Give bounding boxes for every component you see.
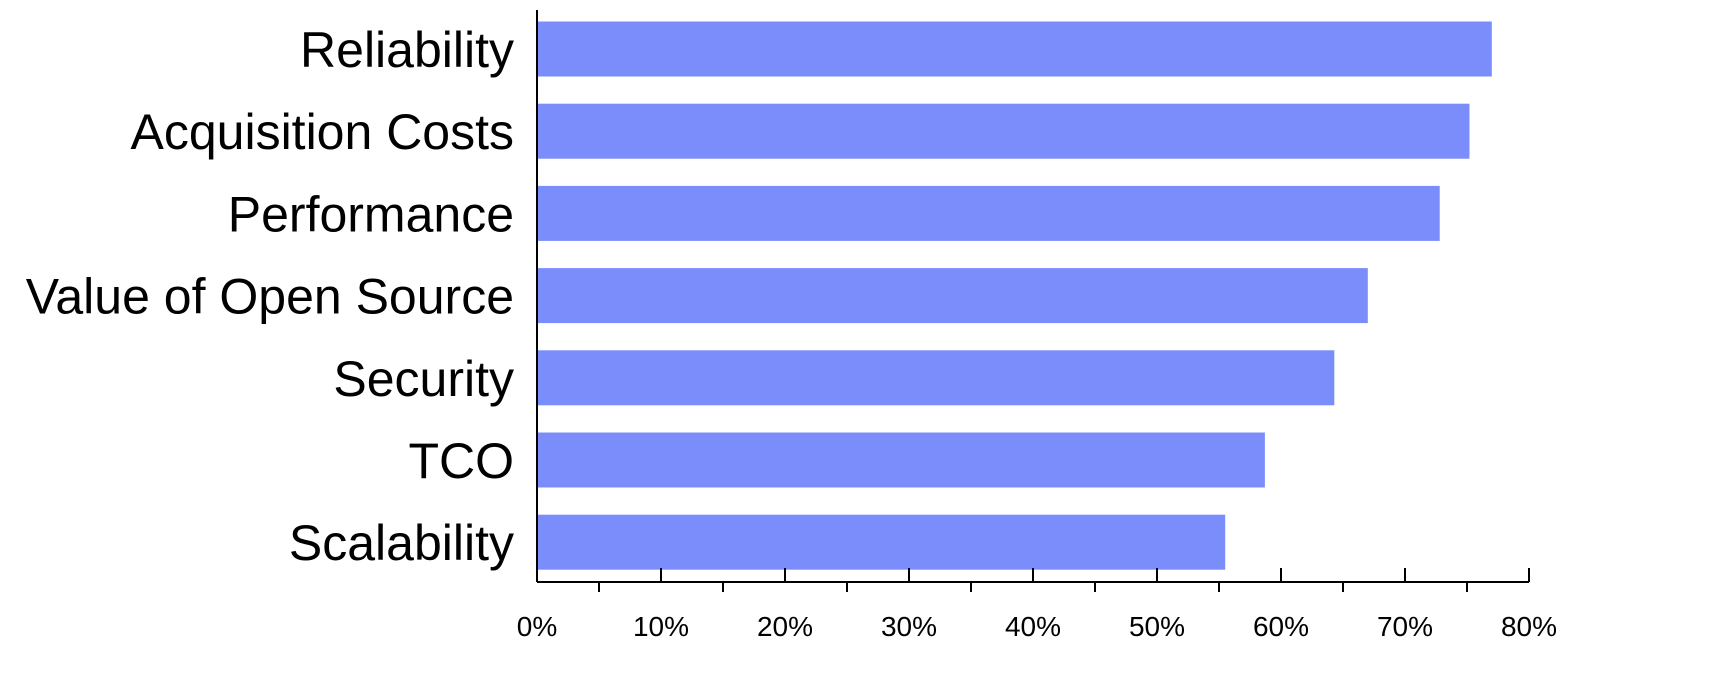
category-label-scalability: Scalability [289, 515, 514, 571]
x-tick-label: 10% [633, 611, 689, 642]
x-tick-label: 60% [1253, 611, 1309, 642]
category-label-performance: Performance [228, 186, 514, 242]
bar-value-of-open-source [537, 268, 1368, 324]
bar-security [537, 350, 1335, 406]
x-tick-label: 20% [757, 611, 813, 642]
axes: 0% 10% 20% 30% 40% 50% 60% 70% 80% [517, 10, 1557, 642]
bars-layer [537, 21, 1492, 570]
bar-scalability [537, 514, 1226, 570]
x-tick-label: 70% [1377, 611, 1433, 642]
category-labels: Reliability Acquisition Costs Performance V… [26, 22, 514, 571]
bar-acquisition-costs [537, 103, 1470, 159]
category-label-value-of-open-source: Value of Open Source [26, 269, 514, 325]
bar-performance [537, 185, 1440, 241]
category-label-tco: TCO [408, 433, 514, 489]
x-tick-label: 30% [881, 611, 937, 642]
category-label-acquisition-costs: Acquisition Costs [131, 104, 515, 160]
x-tick-label: 40% [1005, 611, 1061, 642]
bar-tco [537, 432, 1265, 488]
x-tick-label: 0% [517, 611, 557, 642]
category-label-security: Security [333, 351, 514, 407]
bar-reliability [537, 21, 1492, 77]
category-label-reliability: Reliability [300, 22, 514, 78]
x-tick-label: 80% [1501, 611, 1557, 642]
x-tick-label: 50% [1129, 611, 1185, 642]
